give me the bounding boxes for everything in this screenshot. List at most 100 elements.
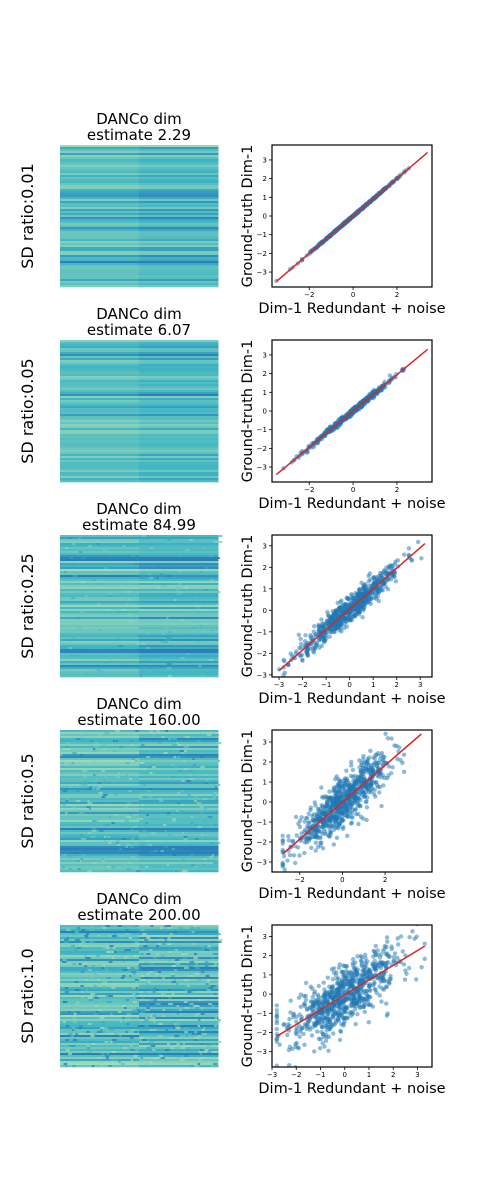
heatmap-cell xyxy=(139,995,219,998)
heatmap-noise xyxy=(88,929,94,931)
heatmap-noise xyxy=(153,977,157,979)
scatter-point xyxy=(310,813,315,819)
heatmap-noise xyxy=(84,965,88,967)
y-tick-label: 3 xyxy=(263,351,267,359)
heatmap-noise xyxy=(212,1063,218,1065)
heatmap-cell xyxy=(139,657,219,660)
heatmap-noise xyxy=(93,995,97,997)
heatmap-cell xyxy=(60,573,140,576)
heatmap-noise xyxy=(77,635,82,637)
heatmap-cell xyxy=(139,348,219,351)
heatmap-cell xyxy=(139,476,219,479)
heatmap-noise xyxy=(108,593,113,595)
heatmap-noise xyxy=(165,1029,169,1031)
heatmap-cell xyxy=(139,599,219,602)
heatmap-noise xyxy=(74,981,79,983)
heatmap-noise xyxy=(75,617,80,619)
heatmap-noise xyxy=(97,782,102,784)
heatmap-noise xyxy=(112,975,116,977)
heatmap-noise xyxy=(109,945,114,947)
heatmap-cell xyxy=(139,667,219,670)
heatmap-noise xyxy=(73,575,78,577)
y-tick-label: −3 xyxy=(257,464,267,472)
scatter-point xyxy=(366,762,372,767)
heatmap-noise xyxy=(210,1065,216,1067)
heatmap-noise xyxy=(200,1019,205,1021)
heatmap-cell xyxy=(139,740,219,743)
scatter-point xyxy=(277,1042,282,1047)
scatter-point xyxy=(297,853,302,858)
heatmap-noise xyxy=(103,987,106,989)
scatter-point xyxy=(381,783,386,788)
heatmap-noise xyxy=(158,937,164,939)
scatter-point xyxy=(310,834,316,840)
heatmap-noise xyxy=(64,991,70,993)
scatter-point xyxy=(274,1003,280,1008)
heatmap-noise xyxy=(89,925,93,927)
heatmap-noise xyxy=(130,947,136,949)
heatmap-noise xyxy=(108,1065,113,1067)
heatmap-noise xyxy=(124,665,128,667)
heatmap-cell xyxy=(60,267,140,270)
heatmap-noise xyxy=(152,852,155,854)
heatmap-noise xyxy=(64,939,69,941)
heatmap-cell xyxy=(60,452,140,455)
scatter-point xyxy=(377,984,382,989)
y-tick-label: 0 xyxy=(263,213,267,221)
scatter-point xyxy=(305,646,311,652)
scatter-point xyxy=(359,602,365,608)
heatmap-noise xyxy=(196,927,200,929)
heatmap-noise xyxy=(65,798,70,800)
heatmap-noise xyxy=(131,971,136,973)
heatmap-noise xyxy=(154,788,157,790)
heatmap-cell xyxy=(139,772,219,775)
scatter-point xyxy=(361,756,366,762)
heatmap-cell xyxy=(139,163,219,166)
heatmap-noise xyxy=(176,1005,179,1007)
heatmap-noise xyxy=(81,941,86,943)
heatmap-noise xyxy=(149,937,153,939)
scatter-point xyxy=(302,638,308,644)
heatmap-cell xyxy=(139,352,219,355)
heatmap-cell xyxy=(60,342,140,345)
heatmap-noise xyxy=(199,732,202,734)
heatmap-noise xyxy=(79,1025,83,1027)
scatter-point xyxy=(360,615,365,620)
heatmap-cell xyxy=(60,730,140,733)
heatmap-noise xyxy=(179,750,185,752)
heatmap-noise xyxy=(102,927,107,929)
heatmap-cell xyxy=(60,732,140,735)
heatmap-noise xyxy=(124,820,129,822)
heatmap-cell xyxy=(139,957,219,960)
heatmap-cell xyxy=(139,730,219,733)
heatmap-noise xyxy=(147,750,151,752)
heatmap-noise xyxy=(145,537,149,539)
heatmap-noise xyxy=(130,1059,134,1061)
heatmap-cell xyxy=(139,603,219,606)
heatmap-noise xyxy=(193,957,198,959)
heatmap-noise xyxy=(171,860,176,862)
scatter-point xyxy=(395,936,400,941)
heatmap-cell xyxy=(139,444,219,447)
heatmap-noise xyxy=(70,655,74,657)
heatmap-noise xyxy=(173,969,178,971)
scatter-point xyxy=(299,815,304,820)
scatter-point xyxy=(327,797,333,803)
heatmap-noise xyxy=(180,619,185,621)
heatmap-cell xyxy=(60,374,140,377)
heatmap-cell xyxy=(60,848,140,851)
heatmap-cell xyxy=(60,977,140,980)
heatmap-cell xyxy=(139,428,219,431)
heatmap-noise xyxy=(142,979,146,981)
heatmap-noise xyxy=(106,955,109,957)
heatmap-cell xyxy=(60,545,140,548)
heatmap-noise xyxy=(120,1063,125,1065)
heatmap-noise xyxy=(79,812,84,814)
heatmap-cell xyxy=(139,452,219,455)
heatmap-cell xyxy=(60,818,140,821)
heatmap-noise xyxy=(174,766,178,768)
heatmap-noise xyxy=(78,963,82,965)
heatmap-noise xyxy=(124,1021,129,1023)
heatmap-noise xyxy=(182,951,186,953)
